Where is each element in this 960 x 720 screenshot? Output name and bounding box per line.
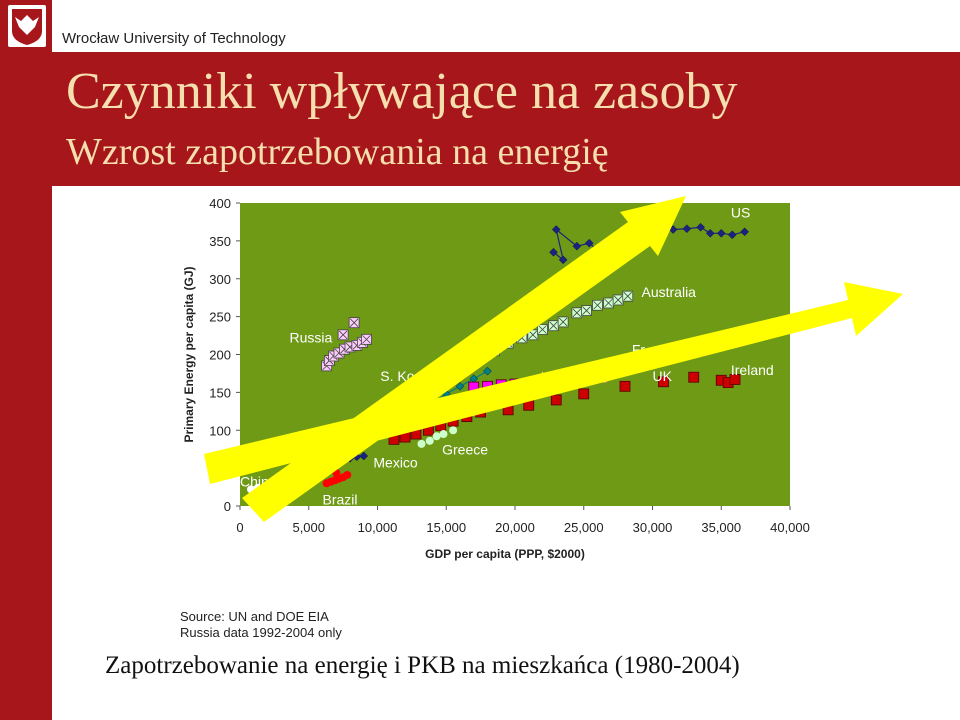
data-point	[688, 371, 700, 383]
data-point	[581, 305, 592, 316]
data-point	[551, 225, 561, 234]
x-tick-label: 20,000	[495, 520, 535, 535]
data-point	[343, 470, 352, 479]
data-point	[619, 380, 631, 392]
series-label: Greece	[442, 441, 488, 457]
data-point	[572, 241, 582, 251]
x-tick-label: 5,000	[292, 520, 325, 535]
data-point	[337, 329, 349, 341]
data-point	[439, 430, 448, 439]
data-point	[425, 436, 434, 445]
page-title: Czynniki wpływające na zasoby	[66, 63, 738, 120]
data-point	[455, 381, 465, 391]
y-tick-label: 200	[209, 348, 231, 363]
data-point	[682, 224, 692, 234]
title-banner: Czynniki wpływające na zasoby Wzrost zap…	[52, 52, 960, 186]
university-name: Wrocław University of Technology	[62, 30, 286, 47]
data-point	[361, 333, 372, 345]
data-point	[571, 307, 583, 319]
data-point	[432, 432, 441, 441]
series-label: Mexico	[373, 454, 418, 470]
y-tick-label: 0	[224, 499, 231, 514]
y-tick-label: 100	[209, 423, 231, 438]
data-point	[727, 230, 737, 240]
source-line-1: Source: UN and DOE EIA	[180, 609, 329, 624]
series-label: Russia	[290, 329, 333, 345]
series-russia	[321, 317, 372, 372]
x-tick-label: 35,000	[701, 520, 741, 535]
data-point	[348, 317, 360, 329]
data-point	[729, 374, 741, 385]
series-greece	[417, 426, 458, 448]
data-point	[740, 227, 749, 237]
x-tick-label: 15,000	[426, 520, 466, 535]
university-logo	[8, 5, 46, 47]
x-tick-label: 0	[236, 520, 243, 535]
data-point	[612, 294, 624, 306]
data-point	[584, 238, 594, 248]
page-subtitle: Wzrost zapotrzebowania na energię	[66, 131, 609, 173]
data-point	[603, 297, 614, 309]
series-label: Ireland	[731, 362, 774, 378]
eagle-emblem-icon	[12, 9, 42, 45]
data-point	[578, 388, 590, 400]
series-label: US	[731, 204, 750, 220]
data-point	[658, 376, 669, 388]
left-brand-bar	[0, 0, 52, 720]
x-tick-label: 30,000	[633, 520, 673, 535]
chart-caption: Zapotrzebowanie na energię i PKB na mies…	[105, 652, 740, 679]
y-tick-label: 300	[209, 272, 231, 287]
series-label: UK	[653, 368, 673, 384]
source-note: Source: UN and DOE EIA Russia data 1992-…	[180, 609, 342, 641]
series-label: Brazil	[323, 491, 358, 507]
series-label: S. Ko	[380, 368, 414, 384]
data-point	[483, 366, 492, 376]
data-point	[359, 451, 369, 461]
x-axis-label: GDP per capita (PPP, $2000)	[425, 547, 585, 561]
x-tick-label: 25,000	[564, 520, 604, 535]
data-point	[716, 228, 726, 238]
data-point	[550, 394, 562, 406]
trend-arrows	[204, 196, 903, 522]
data-point	[537, 324, 548, 335]
arrow-flat-trend	[204, 282, 903, 484]
data-point	[548, 320, 559, 332]
data-point	[592, 299, 603, 311]
data-point	[549, 247, 558, 257]
y-tick-label: 150	[209, 385, 231, 400]
x-tick-label: 40,000	[770, 520, 810, 535]
x-axis-ticks: 0 5,000 10,000 15,000 20,000 25,000 30,000 35,0…	[236, 506, 810, 535]
data-point	[705, 228, 715, 238]
data-point	[557, 316, 569, 328]
y-axis-label: Primary Energy per capita (GJ)	[182, 266, 196, 442]
x-tick-label: 10,000	[358, 520, 398, 535]
data-point	[558, 255, 568, 265]
y-tick-label: 250	[209, 310, 231, 325]
data-point	[449, 426, 458, 435]
series-label: Australia	[642, 284, 697, 300]
data-point	[622, 290, 634, 302]
y-tick-label: 400	[209, 196, 231, 211]
data-point	[417, 439, 426, 448]
y-tick-label: 350	[209, 234, 231, 249]
data-point	[696, 222, 705, 232]
source-line-2: Russia data 1992-2004 only	[180, 625, 342, 640]
